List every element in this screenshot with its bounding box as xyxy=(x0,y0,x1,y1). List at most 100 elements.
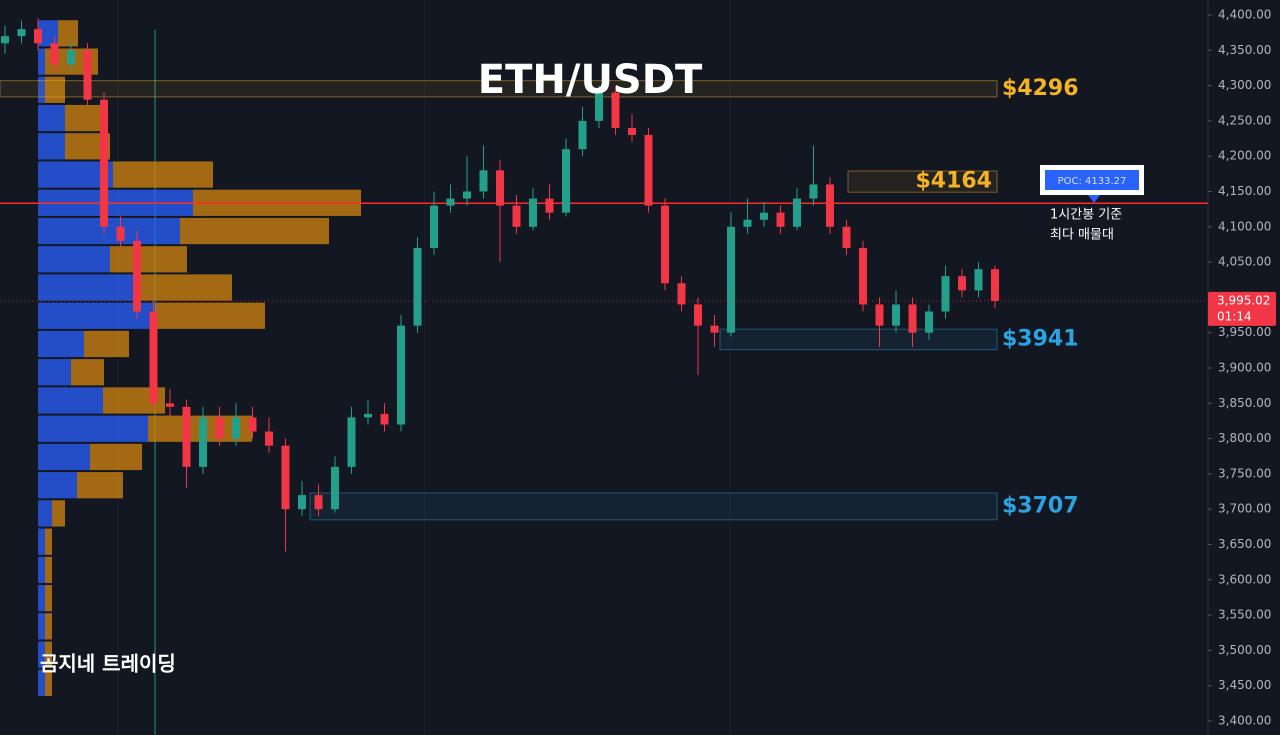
candle-body xyxy=(809,184,818,199)
poc-note: 최다 매물대 xyxy=(1050,228,1114,243)
y-tick-label: 3,450.00 xyxy=(1218,678,1271,692)
profile-sell-bar xyxy=(77,472,123,499)
candle-body xyxy=(413,247,422,326)
zone-label: $3941 xyxy=(1002,326,1079,351)
profile-buy-bar xyxy=(38,387,103,414)
candle-body xyxy=(149,311,158,404)
y-tick-label: 3,950.00 xyxy=(1218,325,1271,339)
candle-body xyxy=(232,417,240,439)
candle-body xyxy=(628,127,636,136)
candle-body xyxy=(133,240,141,312)
profile-buy-bar xyxy=(38,415,148,442)
candle-body xyxy=(776,212,785,227)
candle-body xyxy=(397,325,405,425)
y-tick-label: 4,300.00 xyxy=(1218,78,1271,92)
profile-sell-bar xyxy=(135,274,232,301)
profile-buy-bar xyxy=(38,133,65,160)
profile-sell-bar xyxy=(45,613,52,640)
candle-body xyxy=(281,445,290,510)
profile-sell-bar xyxy=(45,669,52,696)
countdown-label: 01:14 xyxy=(1217,309,1252,323)
profile-buy-bar xyxy=(38,274,135,301)
profile-buy-bar xyxy=(38,104,65,132)
candle-body xyxy=(50,43,59,65)
candle-body xyxy=(743,219,752,227)
candle-body xyxy=(578,120,587,150)
profile-sell-bar xyxy=(45,528,52,555)
candle-body xyxy=(430,205,438,248)
candle-body xyxy=(116,226,125,241)
profile-sell-bar xyxy=(113,161,213,188)
candle-body xyxy=(182,406,191,467)
candle-body xyxy=(34,29,42,44)
candle-body xyxy=(512,205,521,227)
profile-buy-bar xyxy=(38,500,52,527)
candle-body xyxy=(941,276,950,312)
profile-buy-bar xyxy=(38,76,45,103)
candle-body xyxy=(100,99,108,227)
profile-buy-bar xyxy=(38,585,45,612)
profile-buy-bar xyxy=(38,556,45,584)
price-zone xyxy=(309,492,998,521)
candle-body xyxy=(446,198,455,206)
y-tick-label: 4,250.00 xyxy=(1218,113,1271,127)
candle-body xyxy=(248,417,257,432)
y-tick-label: 3,750.00 xyxy=(1218,466,1271,480)
candle-body xyxy=(677,283,686,305)
watermark: 곰지네 트레이딩 xyxy=(40,652,176,676)
profile-buy-bar xyxy=(38,641,45,668)
candle-body xyxy=(562,149,570,213)
candle-body xyxy=(842,226,851,248)
candle-body xyxy=(958,276,966,291)
profile-buy-bar xyxy=(38,48,45,75)
y-tick-label: 4,150.00 xyxy=(1218,184,1271,198)
profile-buy-bar xyxy=(38,246,110,273)
profile-sell-bar xyxy=(65,104,104,132)
profile-sell-bar xyxy=(90,443,142,471)
candle-body xyxy=(793,198,801,227)
candle-body xyxy=(974,269,983,291)
candle-body xyxy=(265,431,273,446)
candle-body xyxy=(875,304,884,326)
profile-sell-bar xyxy=(45,556,52,584)
candle-body xyxy=(611,92,620,128)
candle-body xyxy=(661,205,669,284)
candle-body xyxy=(496,170,504,206)
profile-sell-bar xyxy=(58,20,78,47)
candle-body xyxy=(991,269,999,301)
profile-buy-bar xyxy=(38,330,84,358)
candle-body xyxy=(199,417,207,467)
y-tick-label: 4,200.00 xyxy=(1218,149,1271,163)
profile-sell-bar xyxy=(155,302,265,329)
candle-body xyxy=(694,304,702,326)
profile-sell-bar xyxy=(84,330,129,358)
candle-body xyxy=(17,29,26,37)
candle-body xyxy=(479,170,488,192)
y-tick-label: 3,600.00 xyxy=(1218,572,1271,586)
y-tick-label: 4,100.00 xyxy=(1218,219,1271,233)
candle-body xyxy=(925,311,933,333)
profile-sell-bar xyxy=(71,359,104,386)
candle-body xyxy=(67,50,75,65)
candle-body xyxy=(760,212,768,220)
profile-buy-bar xyxy=(38,359,71,386)
price-zone xyxy=(0,80,998,98)
current-price-box xyxy=(1208,291,1276,326)
candle-body xyxy=(545,198,554,213)
y-tick-label: 3,550.00 xyxy=(1218,608,1271,622)
candle-body xyxy=(314,495,323,510)
profile-sell-bar xyxy=(180,217,329,245)
candle-body xyxy=(347,417,356,467)
candle-body xyxy=(1,36,9,44)
candle-body xyxy=(710,325,719,333)
candle-body xyxy=(215,417,224,439)
candle-body xyxy=(859,247,867,305)
y-tick-label: 3,900.00 xyxy=(1218,361,1271,375)
candle-body xyxy=(331,466,339,510)
price-zone xyxy=(847,170,998,193)
candle-body xyxy=(644,135,653,206)
y-tick-label: 3,500.00 xyxy=(1218,643,1271,657)
candle-body xyxy=(826,184,834,227)
profile-buy-bar xyxy=(38,472,77,499)
